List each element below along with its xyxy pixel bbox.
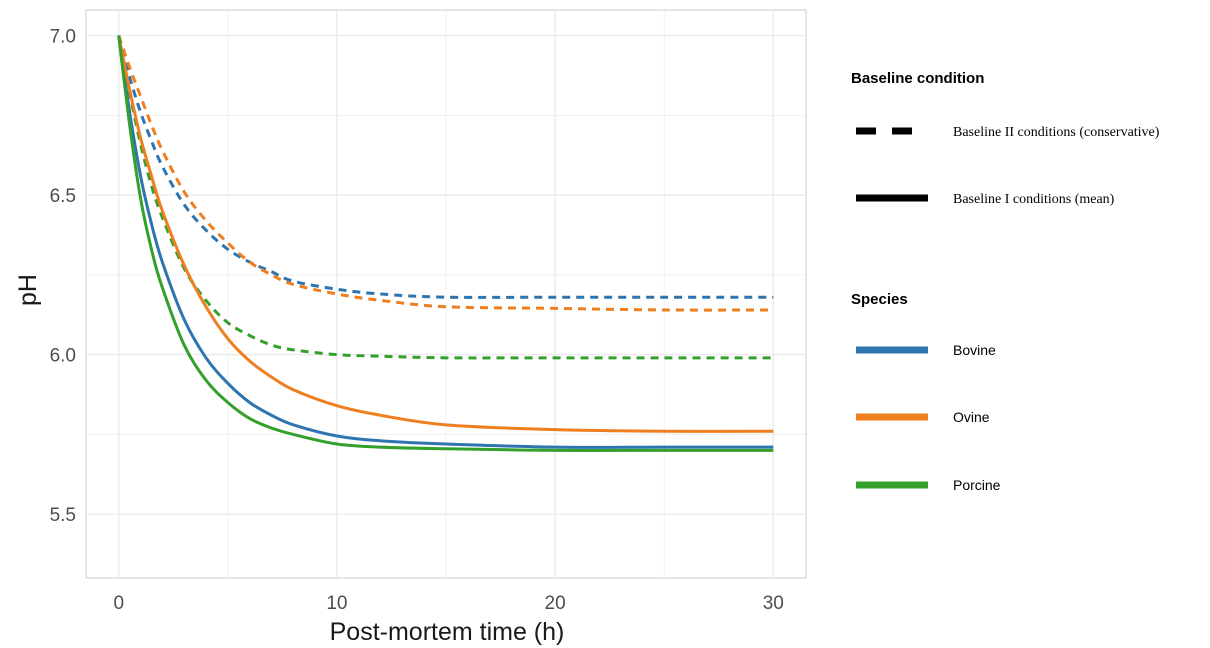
y-tick-label: 6.5 bbox=[50, 186, 76, 207]
series-line-bovine-conservative bbox=[117, 35, 774, 299]
legend-title-baseline-condition: Baseline condition bbox=[851, 70, 984, 87]
x-tick-label: 10 bbox=[326, 593, 347, 614]
x-axis-ticks: 0 10 20 30 bbox=[113, 593, 783, 614]
x-axis-title: Post-mortem time (h) bbox=[330, 618, 565, 646]
legend-label-conservative: Baseline II conditions (conservative) bbox=[953, 125, 1160, 140]
y-axis-title: pH bbox=[14, 274, 42, 306]
series-line-porcine-conservative bbox=[117, 35, 774, 360]
series-line-ovine-mean bbox=[117, 35, 774, 433]
legend-label-porcine: Porcine bbox=[953, 477, 1001, 493]
y-tick-label: 5.5 bbox=[50, 505, 76, 526]
legend-baseline-condition: Baseline condition Baseline II condition… bbox=[851, 70, 1160, 207]
series-line-bovine-mean bbox=[117, 35, 774, 449]
series-lines bbox=[117, 35, 774, 452]
legend-label-bovine: Bovine bbox=[953, 342, 996, 358]
series-line-ovine-conservative bbox=[117, 35, 774, 312]
legend-species: Species Bovine Ovine Porcine bbox=[851, 291, 1001, 493]
legend-title-species: Species bbox=[851, 291, 908, 308]
legend-label-ovine: Ovine bbox=[953, 409, 990, 425]
y-tick-label: 7.0 bbox=[50, 27, 76, 48]
x-tick-label: 30 bbox=[763, 593, 784, 614]
y-tick-label: 6.0 bbox=[50, 346, 76, 367]
y-axis-ticks: 5.5 6.0 6.5 7.0 bbox=[50, 27, 76, 527]
plot-panel-border bbox=[85, 9, 807, 579]
grid bbox=[86, 10, 806, 578]
x-tick-label: 0 bbox=[113, 593, 124, 614]
x-tick-label: 20 bbox=[545, 593, 566, 614]
series-line-porcine-mean bbox=[117, 35, 774, 452]
legend-label-mean: Baseline I conditions (mean) bbox=[953, 192, 1115, 207]
